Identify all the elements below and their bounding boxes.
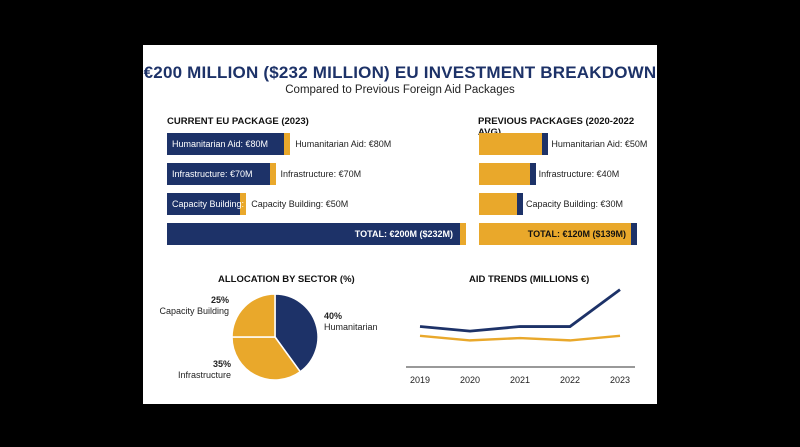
current-bar-accent — [269, 163, 276, 185]
pie-slice-capacity-building — [231, 293, 276, 338]
trends-line-chart: 2019 2020 2021 2022 2023 — [406, 288, 635, 385]
previous-bar-accent — [517, 193, 523, 215]
infographic-card: €200 MILLION ($232 MILLION) EU INVESTMEN… — [143, 45, 657, 404]
previous-bar-label: Capacity Building: €30M — [526, 199, 624, 209]
x-tick-label: 2020 — [460, 375, 480, 385]
page-title: €200 MILLION ($232 MILLION) EU INVESTMEN… — [143, 63, 657, 82]
previous-bar-capacity-building — [479, 193, 517, 215]
current-total-label: TOTAL: €200M ($232M) — [354, 229, 453, 239]
previous-bar-label: Infrastructure: €40M — [538, 169, 620, 179]
previous-total-label: TOTAL: €120M ($139M) — [527, 229, 626, 239]
x-tick-label: 2023 — [610, 375, 630, 385]
previous-bar-humanitarian-aid — [479, 133, 543, 155]
current-bar-label: Infrastructure: €70M — [280, 169, 362, 179]
trend-line-2 — [419, 334, 621, 342]
current-bar-accent — [240, 193, 247, 215]
current-bar-label: Humanitarian Aid: €80M — [295, 139, 392, 149]
current-bar-capacity-building — [167, 193, 241, 215]
current-bar-total — [167, 223, 460, 245]
previous-package-title: PREVIOUS PACKAGES (2020-2022 AVG) — [478, 116, 635, 138]
pie-label-humanitarian: 40% Humanitarian — [324, 311, 378, 332]
x-tick-label: 2021 — [510, 375, 530, 385]
allocation-pie-chart — [231, 293, 319, 381]
x-tick-label: 2022 — [560, 375, 580, 385]
current-bar-accent — [284, 133, 291, 155]
current-bar-inner-label: Capacity Building: €50M — [172, 199, 270, 209]
trend-line-1 — [419, 288, 621, 333]
current-bar-infrastructure — [167, 163, 270, 185]
current-bar-inner-label: Infrastructure: €70M — [172, 169, 253, 179]
previous-bar-label: Humanitarian Aid: €50M — [551, 139, 648, 149]
previous-bar-accent — [542, 133, 549, 155]
current-package-title: CURRENT EU PACKAGE (2023) — [167, 116, 309, 127]
previous-bar-accent — [529, 163, 536, 185]
previous-bar-total — [479, 223, 631, 245]
pie-slice-humanitarian — [274, 293, 319, 373]
trends-title: AID TRENDS (MILLIONS €) — [469, 274, 590, 285]
previous-bar-infrastructure — [479, 163, 530, 185]
current-bar-accent — [460, 223, 466, 245]
pie-slice-infrastructure — [231, 336, 302, 381]
pie-label-capacity: 25% Capacity Building — [159, 295, 229, 316]
current-bar-inner-label: Humanitarian Aid: €80M — [172, 139, 269, 149]
current-bar-label: Capacity Building: €50M — [251, 199, 349, 209]
previous-bar-accent — [631, 223, 637, 245]
pie-label-infrastructure: 35% Infrastructure — [177, 359, 231, 380]
page-subtitle: Compared to Previous Foreign Aid Package… — [285, 84, 515, 96]
current-bar-humanitarian-aid — [167, 133, 285, 155]
allocation-title: ALLOCATION BY SECTOR (%) — [218, 274, 355, 285]
x-tick-label: 2019 — [410, 375, 430, 385]
